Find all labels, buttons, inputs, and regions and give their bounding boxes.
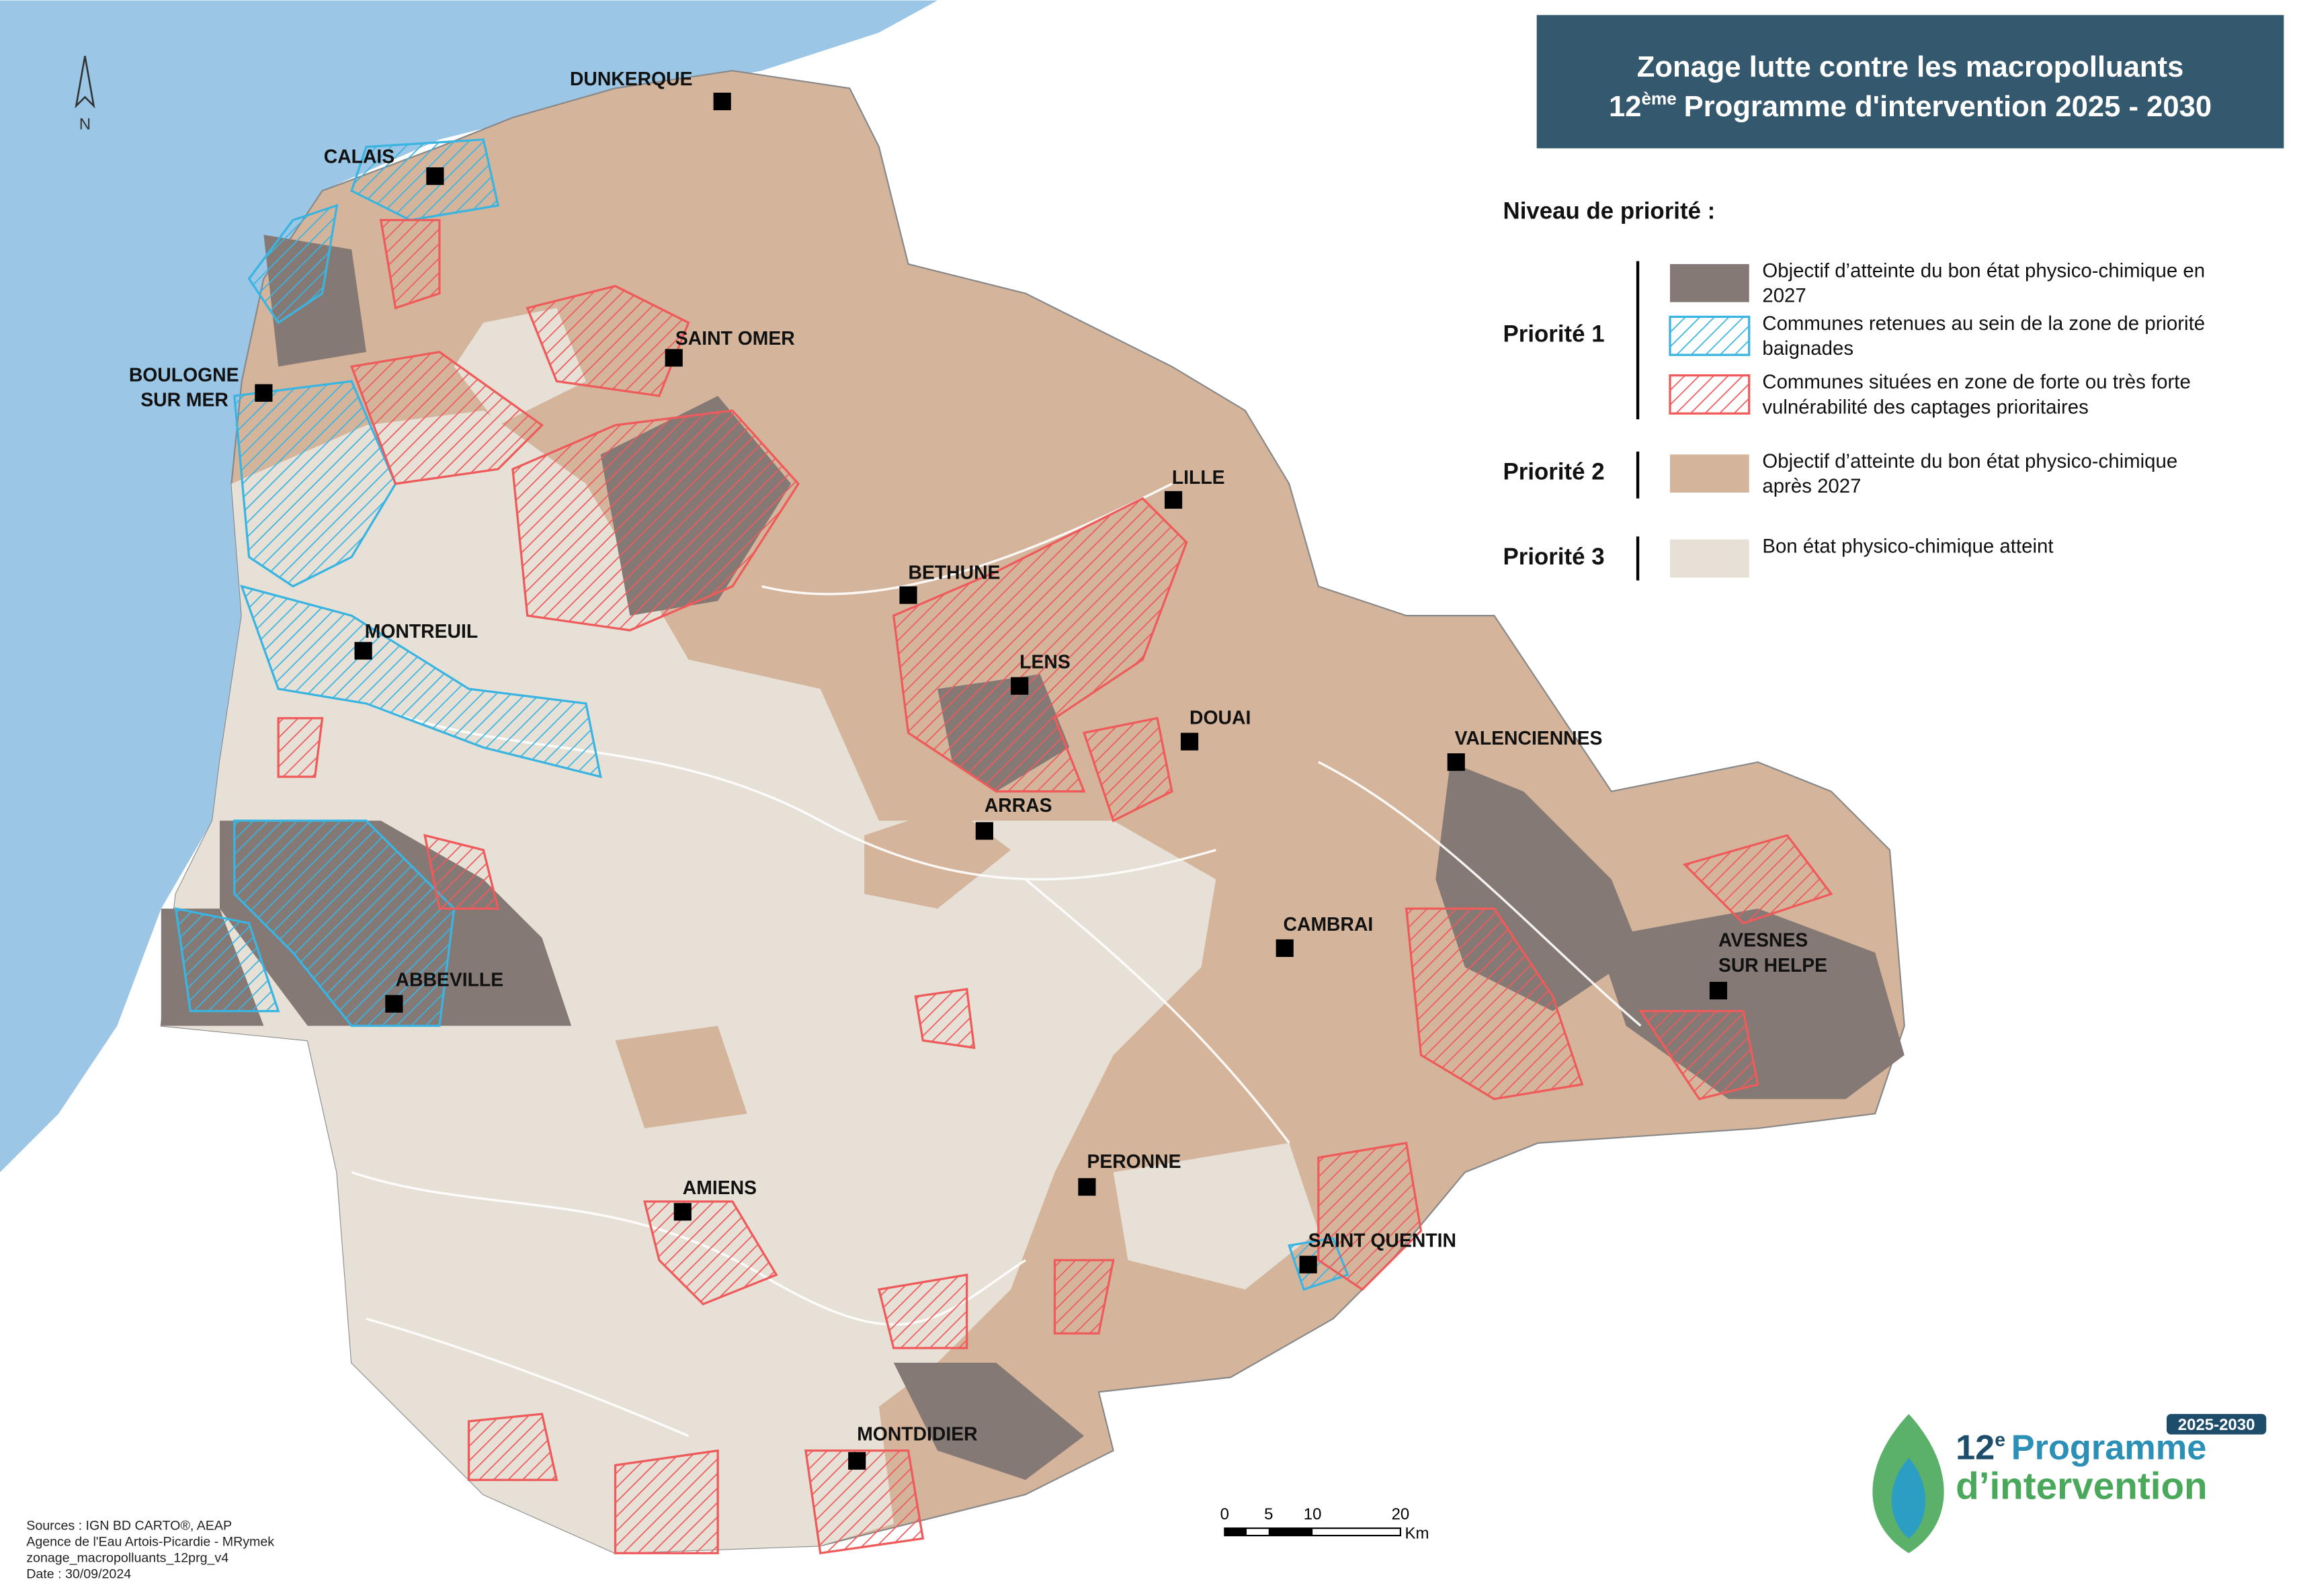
city-label: DOUAI bbox=[1189, 707, 1251, 728]
source-line: Date : 30/09/2024 bbox=[26, 1566, 131, 1581]
city-label: CAMBRAI bbox=[1284, 914, 1374, 935]
city-label: MONTREUIL bbox=[365, 621, 478, 642]
city-marker bbox=[426, 167, 444, 185]
legend-label: vulnérabilité des captages prioritaires bbox=[1762, 396, 2088, 418]
logo: 2025-2030 12e Programme d’intervention bbox=[1872, 1414, 2267, 1554]
title-line1: Zonage lutte contre les macropolluants bbox=[1637, 51, 2184, 83]
sea bbox=[0, 0, 938, 1173]
title-text: Programme d'intervention 2025 - 2030 bbox=[1684, 91, 2212, 123]
city-marker bbox=[1447, 753, 1465, 771]
city-label: SUR HELPE bbox=[1718, 955, 1827, 976]
priority2-island bbox=[864, 806, 1011, 909]
city-label: SAINT OMER bbox=[675, 328, 795, 349]
legend-label: Bon état physico-chimique atteint bbox=[1762, 535, 2053, 557]
city-label: PERONNE bbox=[1087, 1151, 1181, 1173]
city-label: MONTDIDIER bbox=[857, 1423, 977, 1445]
source-line: zonage_macropolluants_12prg_v4 bbox=[26, 1550, 228, 1565]
city-label: LILLE bbox=[1172, 467, 1225, 489]
city-label: ABBEVILLE bbox=[396, 970, 504, 991]
scale-label: 20 bbox=[1392, 1505, 1410, 1523]
logo-line2: d’intervention bbox=[1956, 1466, 2208, 1508]
city-marker bbox=[899, 586, 917, 604]
city-label: CALAIS bbox=[324, 146, 394, 168]
city-marker bbox=[1011, 677, 1029, 695]
city-label: SUR MER bbox=[140, 389, 228, 411]
city-marker bbox=[1164, 491, 1183, 509]
priority3-area bbox=[1113, 1142, 1319, 1290]
legend-swatch bbox=[1670, 454, 1749, 493]
legend-label: Objectif d’atteinte du bon état physico-… bbox=[1762, 260, 2205, 282]
legend-swatch bbox=[1670, 539, 1749, 578]
legend-heading: Niveau de priorité : bbox=[1503, 198, 1716, 224]
cities: DUNKERQUE CALAIS SAINT OMER BOULOGNE SUR MER… bbox=[129, 69, 1827, 1470]
legend-swatch bbox=[1669, 315, 1751, 356]
city-marker bbox=[673, 1203, 692, 1221]
north-arrow: N bbox=[75, 56, 95, 133]
legend-swatch bbox=[1669, 374, 1751, 415]
scale-label: 5 bbox=[1264, 1505, 1273, 1523]
city-marker bbox=[1078, 1178, 1096, 1196]
city-marker bbox=[354, 642, 372, 660]
city-marker bbox=[848, 1452, 866, 1470]
source-line: Agence de l'Eau Artois-Picardie - MRymek bbox=[26, 1534, 274, 1549]
city-marker bbox=[1709, 982, 1728, 1000]
city-label: AVESNES bbox=[1718, 930, 1808, 952]
city-label: LENS bbox=[1019, 652, 1071, 673]
city-marker bbox=[975, 822, 993, 840]
city-marker bbox=[713, 92, 731, 111]
city-marker bbox=[255, 384, 273, 402]
city-marker bbox=[385, 995, 403, 1013]
logo-line1: 12e Programme bbox=[1956, 1429, 2206, 1468]
logo-badge: 2025-2030 bbox=[2178, 1416, 2255, 1434]
catchment-zones bbox=[277, 218, 1833, 1555]
legend-label: Objectif d’atteinte du bon état physico-… bbox=[1762, 450, 2177, 472]
scale-unit: Km bbox=[1405, 1524, 1429, 1542]
city-label: AMIENS bbox=[683, 1177, 757, 1199]
city-label: DUNKERQUE bbox=[570, 69, 693, 90]
logo-programme: Programme bbox=[2011, 1429, 2207, 1468]
city-label: ARRAS bbox=[985, 795, 1052, 816]
scale-bar bbox=[1224, 1527, 1402, 1537]
priority2-island bbox=[615, 1025, 747, 1129]
legend: Priorité 1 Objectif d’atteinte du bon éta… bbox=[1503, 260, 2205, 581]
city-label: SAINT QUENTIN bbox=[1308, 1230, 1456, 1252]
priority-label: Priorité 3 bbox=[1503, 544, 1605, 570]
scale-label: 0 bbox=[1220, 1505, 1229, 1523]
logo-superscript: e bbox=[1995, 1429, 2005, 1451]
city-marker bbox=[665, 349, 683, 367]
city-label: VALENCIENNES bbox=[1455, 728, 1603, 749]
scale-label: 10 bbox=[1304, 1505, 1322, 1523]
city-marker bbox=[1299, 1255, 1317, 1273]
city-marker bbox=[1276, 939, 1294, 958]
legend-swatch bbox=[1670, 263, 1749, 302]
city-label: BETHUNE bbox=[909, 562, 1001, 584]
city-label: BOULOGNE bbox=[129, 364, 239, 386]
legend-label: 2027 bbox=[1762, 285, 1806, 307]
title-number: 12 bbox=[1609, 91, 1641, 123]
bathing-zones bbox=[174, 138, 1349, 1291]
title-line2: 12ème Programme d'intervention 2025 - 203… bbox=[1609, 88, 2212, 122]
city-marker bbox=[1180, 732, 1199, 751]
logo-number: 12 bbox=[1956, 1429, 1995, 1468]
legend-label: Communes retenues au sein de la zone de … bbox=[1762, 312, 2205, 335]
priority-label: Priorité 2 bbox=[1503, 458, 1605, 485]
legend-label: Communes situées en zone de forte ou trè… bbox=[1762, 371, 2190, 393]
title-superscript: ème bbox=[1641, 88, 1676, 108]
legend-label: après 2027 bbox=[1762, 475, 1861, 497]
north-label: N bbox=[79, 115, 91, 133]
priority-label: Priorité 1 bbox=[1503, 321, 1605, 347]
source-line: Sources : IGN BD CARTO®, AEAP bbox=[26, 1518, 232, 1533]
title-box bbox=[1536, 15, 2284, 149]
legend-label: baignades bbox=[1762, 337, 1853, 360]
